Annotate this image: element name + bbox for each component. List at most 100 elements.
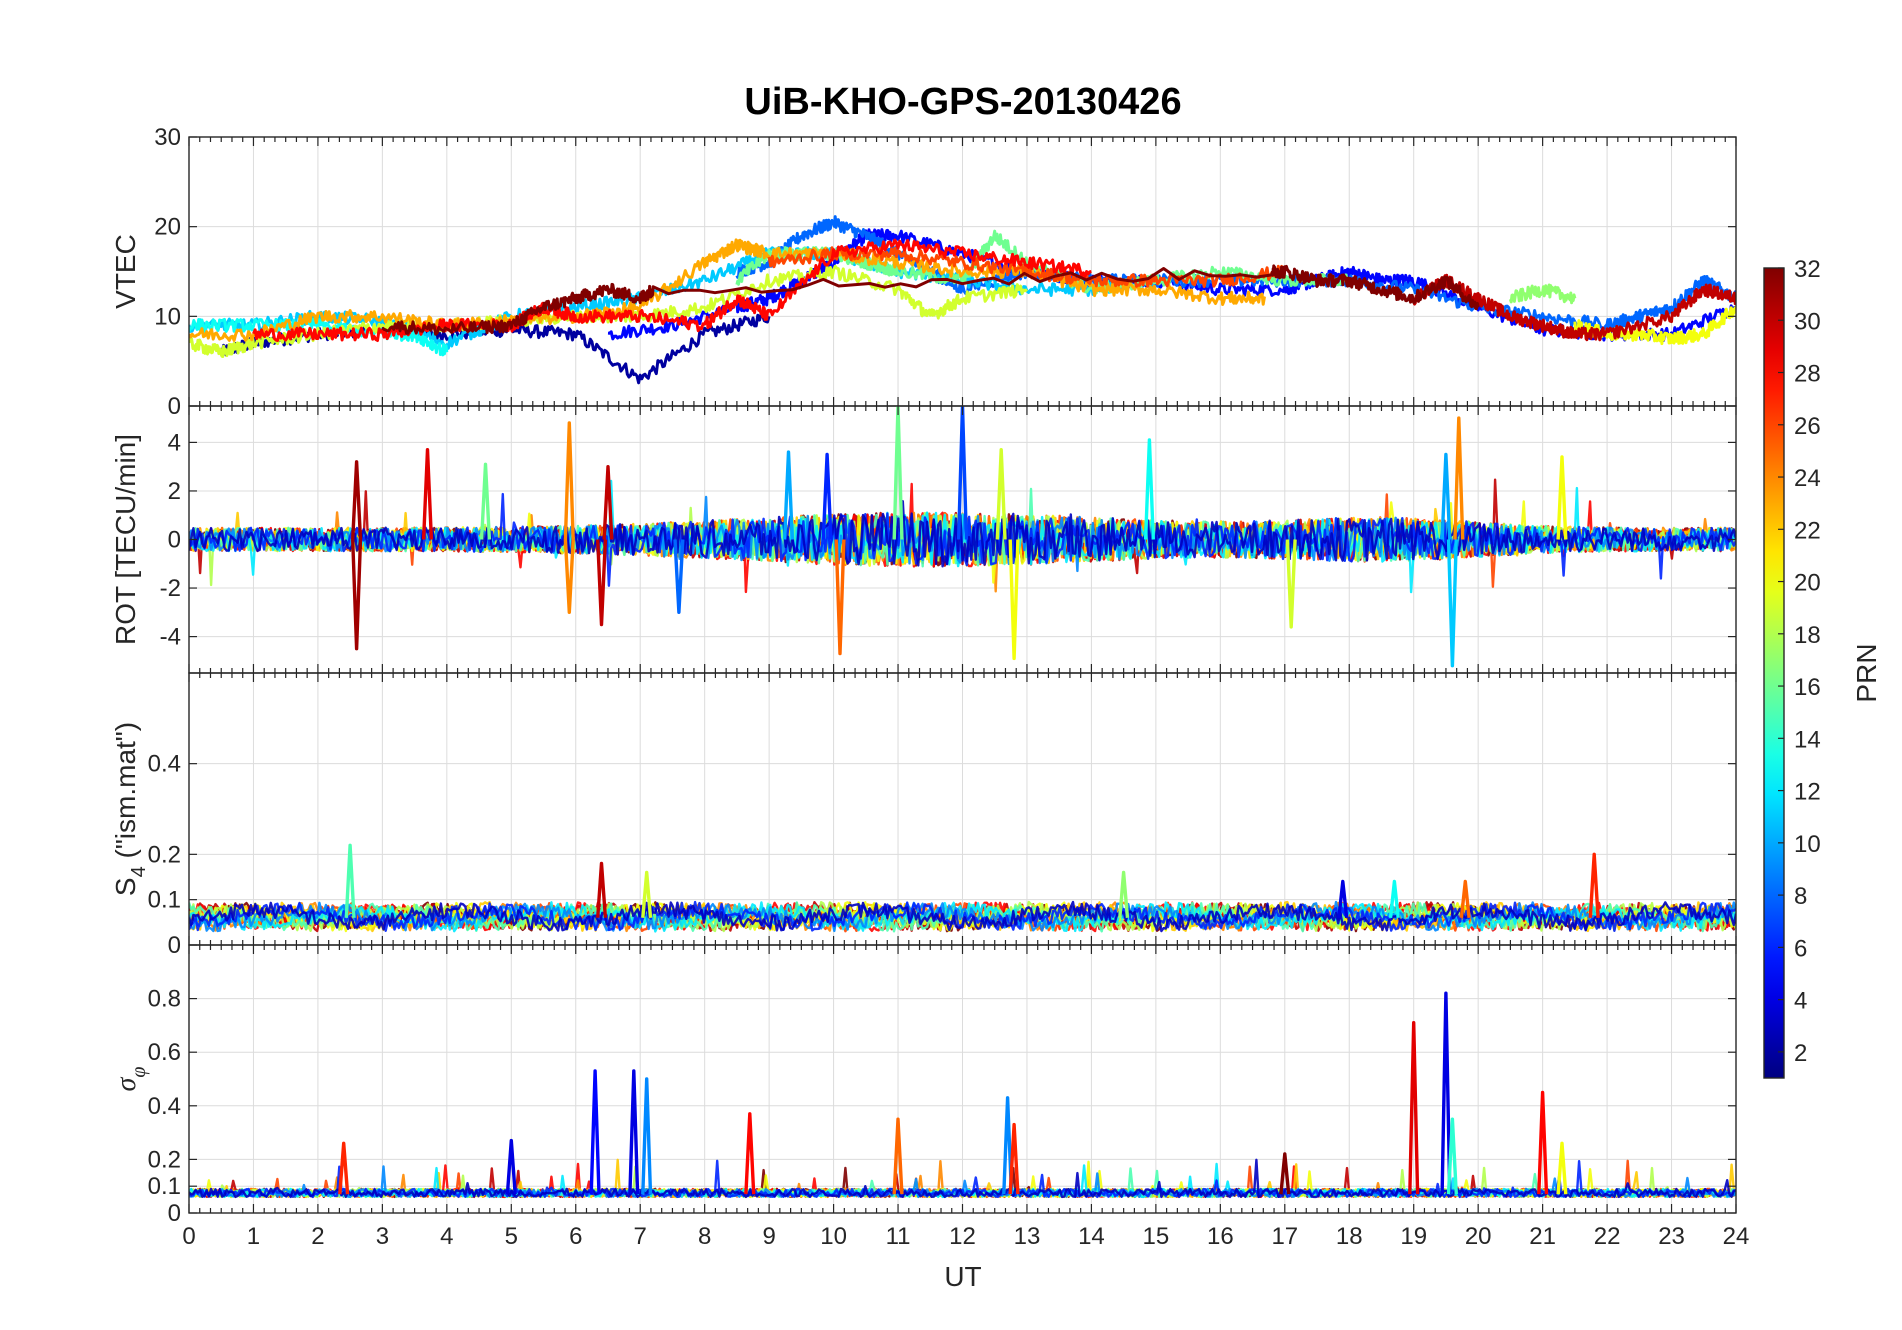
spike-rot-prn-10 — [1440, 452, 1452, 540]
y-tick-label-rot: 2 — [168, 478, 181, 505]
y-tick-label-vtec: 30 — [154, 124, 181, 151]
x-tick-label: 13 — [1014, 1223, 1041, 1250]
colorbar-tick-label: 16 — [1794, 674, 1821, 701]
colorbar-gradient — [1764, 268, 1784, 1078]
y-tick-label-rot: 0 — [168, 527, 181, 554]
colorbar-tick-label: 6 — [1794, 935, 1807, 962]
spike-rot-prn-19 — [995, 448, 1007, 540]
series-line-prn-26 — [767, 246, 1286, 289]
spike-rot-prn-25 — [834, 539, 846, 656]
x-tick-label: 12 — [949, 1223, 976, 1250]
colorbar-tick-label: 20 — [1794, 570, 1821, 597]
x-tick-label: 21 — [1529, 1223, 1556, 1250]
y-tick-label-s4: 0 — [168, 932, 181, 959]
spike-s4-prn-4 — [1337, 879, 1349, 918]
x-tick-label: 10 — [820, 1223, 847, 1250]
panel-vtec: 0 10 20 30 VTEC — [110, 124, 1737, 420]
colorbar-tick-label: 32 — [1794, 256, 1821, 283]
colorbar-tick-label: 30 — [1794, 308, 1821, 335]
x-tick-label: 19 — [1400, 1223, 1427, 1250]
spike-rot-prn-13 — [1143, 438, 1155, 540]
x-tick-label: 5 — [505, 1223, 518, 1250]
colorbar-tick-label: 26 — [1794, 413, 1821, 440]
colorbar-tick-label: 24 — [1794, 465, 1821, 492]
x-tick-label: 1 — [247, 1223, 260, 1250]
x-tick-label: 15 — [1143, 1223, 1170, 1250]
x-tick-label: 0 — [182, 1223, 195, 1250]
series-line-prn-17 — [1508, 283, 1577, 305]
x-axis-label: UT — [944, 1261, 981, 1292]
data-sigma — [189, 991, 1736, 1199]
spike-s4-prn-19 — [641, 870, 653, 918]
spike-rot-prn-6 — [821, 452, 833, 540]
spike-rot-prn-24 — [563, 539, 575, 614]
x-tick-label: 20 — [1465, 1223, 1492, 1250]
y-tick-label-sigma: 0.8 — [148, 986, 181, 1013]
trace-rot-prn-3 — [189, 500, 1736, 568]
colorbar-tick-label: 4 — [1794, 988, 1807, 1015]
spike-s4-prn-25 — [1459, 879, 1471, 918]
x-tick-label: 11 — [886, 1223, 911, 1250]
spike-s4-prn-30 — [596, 861, 608, 918]
colorbar-tick-label: 18 — [1794, 622, 1821, 649]
x-tick-label: 14 — [1078, 1223, 1105, 1250]
colorbar-tick-label: 10 — [1794, 831, 1821, 858]
y-axis-label-sigma: σφ — [111, 1067, 150, 1092]
x-tick-label: 22 — [1594, 1223, 1621, 1250]
x-tick-label: 8 — [698, 1223, 711, 1250]
y-axis-label-vtec: VTEC — [110, 234, 141, 309]
y-tick-label-s4: 0.1 — [148, 887, 181, 914]
spike-rot-prn-24 — [1453, 416, 1465, 540]
x-tick-label: 9 — [762, 1223, 775, 1250]
x-tick-label: 16 — [1207, 1223, 1234, 1250]
spike-sigma-prn-9 — [1002, 1096, 1014, 1195]
x-tick-label: 18 — [1336, 1223, 1363, 1250]
x-tick-label: 4 — [440, 1223, 453, 1250]
spike-sigma-prn-27 — [1008, 1122, 1020, 1195]
y-tick-label-s4: 0.4 — [148, 751, 181, 778]
spike-rot-prn-16 — [892, 406, 904, 540]
spike-rot-prn-8 — [673, 539, 685, 614]
y-axis-label-rot: ROT [TECU/min] — [110, 434, 141, 645]
colorbar-tick-label: 28 — [1794, 361, 1821, 388]
spike-s4-prn-13 — [1388, 879, 1400, 918]
spike-rot-prn-10 — [782, 450, 794, 540]
spike-rot-prn-30 — [596, 539, 608, 627]
colorbar-label: PRN — [1851, 643, 1882, 702]
y-axis-label-s4: S4 ("ism.mat") — [110, 722, 150, 896]
colorbar-tick-label: 2 — [1794, 1040, 1807, 1067]
y-tick-label-vtec: 20 — [154, 214, 181, 241]
y-tick-label-sigma: 0.1 — [148, 1173, 181, 1200]
y-tick-label-vtec: 0 — [168, 393, 181, 420]
x-tick-label: 23 — [1658, 1223, 1685, 1250]
data-s4 — [189, 843, 1736, 933]
trace-s4-prn-3 — [189, 900, 1736, 933]
x-tick-label: 3 — [376, 1223, 389, 1250]
spike-rot-prn-20 — [1556, 455, 1568, 540]
colorbar-tick-label: 14 — [1794, 726, 1821, 753]
x-tick-label: 2 — [311, 1223, 324, 1250]
spike-sigma-prn-25 — [892, 1117, 904, 1195]
spike-sigma-prn-29 — [1408, 1021, 1420, 1195]
y-tick-label-rot: -4 — [160, 624, 181, 651]
y-tick-label-s4: 0.2 — [148, 841, 181, 868]
y-tick-label-rot: -2 — [160, 575, 181, 602]
spike-s4-prn-15 — [344, 843, 356, 918]
spike-sigma-prn-28 — [744, 1112, 756, 1195]
series-line-prn-19 — [189, 264, 1028, 358]
x-axis: 0 1 2 3 4 5 6 7 8 9 10 11 12 13 14 15 16 17 18 19 20 21 22 23 24 — [182, 1223, 1749, 1250]
spike-rot-prn-16 — [479, 462, 492, 540]
spike-sigma-prn-28 — [1537, 1090, 1549, 1195]
spike-sigma-prn-4 — [505, 1138, 517, 1195]
data-rot — [189, 406, 1736, 668]
spike-rot-prn-31 — [351, 539, 363, 651]
spike-s4-prn-17 — [1118, 870, 1130, 918]
y-tick-label-rot: 4 — [168, 429, 181, 456]
spike-rot-prn-24 — [563, 421, 575, 540]
data-vtec — [189, 215, 1736, 385]
spike-s4-prn-27 — [1588, 852, 1600, 918]
x-tick-label: 6 — [569, 1223, 582, 1250]
colorbar-tick-label: 12 — [1794, 779, 1821, 806]
